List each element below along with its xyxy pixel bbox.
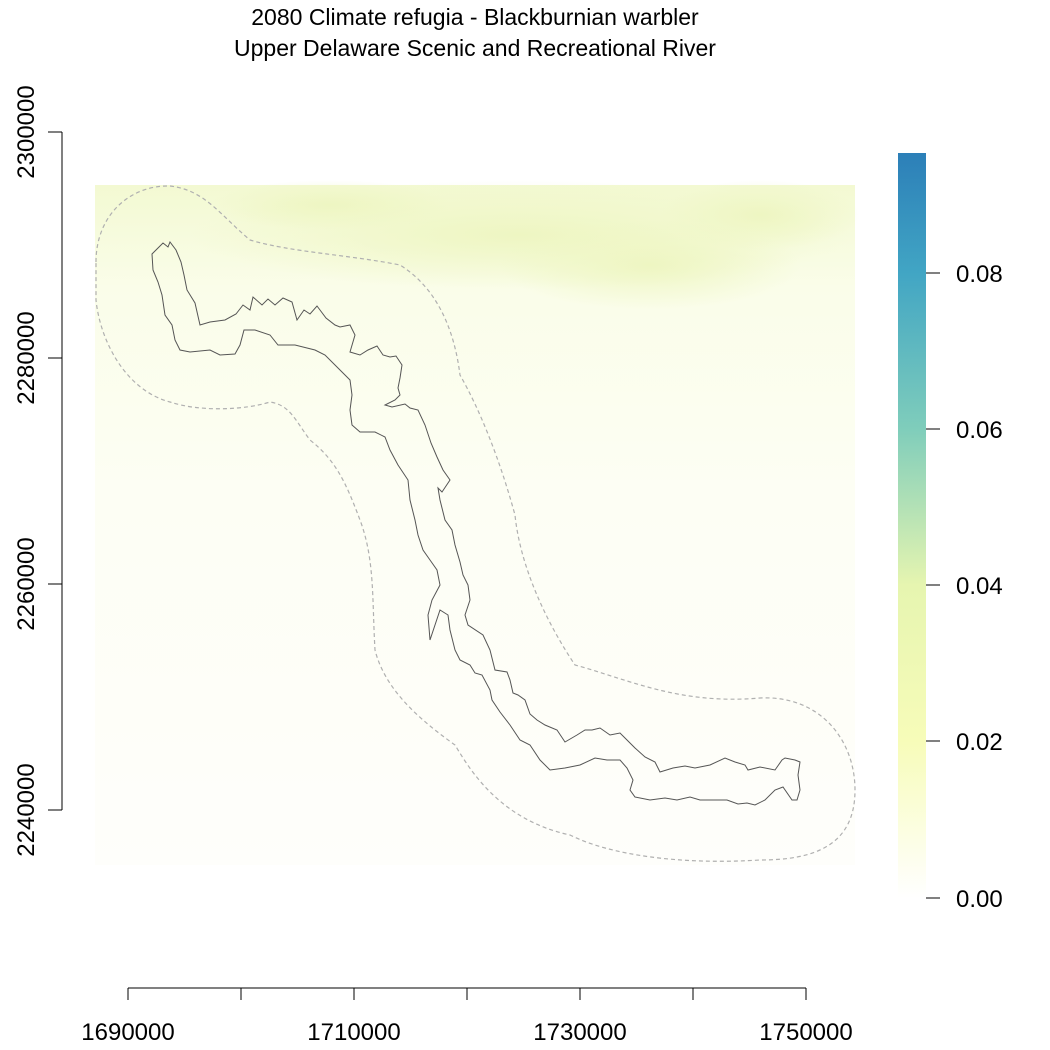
x-axis: 1690000 1710000 1730000 1750000 — [81, 987, 853, 1046]
legend-color-bar — [898, 153, 926, 898]
raster-layer — [95, 180, 860, 865]
y-tick-label: 2300000 — [13, 85, 40, 178]
legend-tick-label: 0.06 — [956, 417, 1003, 444]
map-title: 2080 Climate refugia - Blackburnian warb… — [251, 4, 699, 30]
legend-tick-label: 0.08 — [956, 261, 1003, 288]
y-tick-label: 2280000 — [13, 311, 40, 404]
x-tick-label: 1750000 — [759, 1019, 852, 1046]
y-tick-label: 2260000 — [13, 537, 40, 630]
buffer-boundary — [95, 185, 856, 862]
legend-tick-label: 0.02 — [956, 729, 1003, 756]
map-subtitle: Upper Delaware Scenic and Recreational R… — [234, 35, 716, 61]
x-tick-label: 1690000 — [81, 1019, 174, 1046]
x-tick-label: 1710000 — [307, 1019, 400, 1046]
y-axis: 2300000 2280000 2260000 2240000 — [13, 85, 63, 857]
legend: 0.00 0.02 0.04 0.06 0.08 — [898, 153, 1003, 913]
legend-tick-label: 0.04 — [956, 573, 1003, 600]
y-tick-label: 2240000 — [13, 763, 40, 856]
x-tick-label: 1730000 — [533, 1019, 626, 1046]
legend-tick-label: 0.00 — [956, 886, 1003, 913]
park-boundary — [151, 240, 801, 806]
